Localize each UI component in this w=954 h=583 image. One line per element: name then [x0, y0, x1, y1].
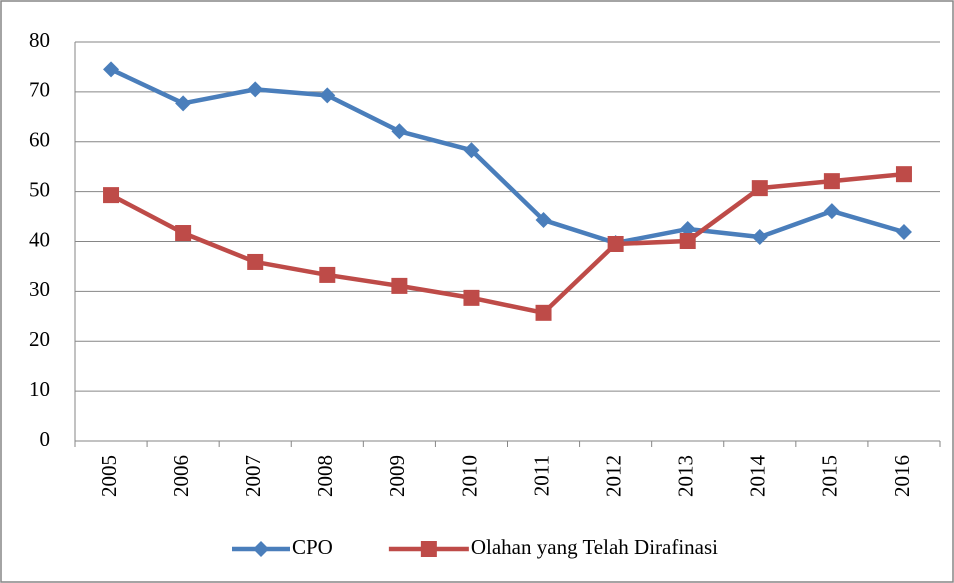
marker: [607, 235, 624, 252]
x-tick-label: 2008: [313, 455, 337, 497]
x-tick-label: 2006: [169, 455, 193, 497]
x-tick-label: 2011: [529, 455, 553, 496]
marker: [463, 142, 480, 159]
series-line: [110, 67, 905, 246]
marker: [319, 266, 336, 283]
y-tick-label: 60: [29, 128, 50, 152]
legend-label: CPO: [292, 535, 333, 559]
marker: [751, 180, 768, 197]
y-tick-label: 80: [29, 28, 50, 52]
x-tick-label: 2015: [818, 455, 842, 497]
marker: [679, 233, 696, 250]
marker: [823, 203, 840, 220]
marker: [175, 225, 192, 242]
marker: [247, 81, 264, 98]
y-tick-label: 0: [40, 427, 51, 451]
marker: [751, 229, 768, 246]
marker: [463, 289, 480, 306]
marker: [175, 95, 192, 112]
marker: [895, 224, 912, 241]
x-tick-label: 2012: [601, 455, 625, 497]
x-tick-label: 2014: [746, 455, 770, 498]
x-tick-label: 2009: [385, 455, 409, 497]
y-tick-label: 10: [29, 377, 50, 401]
legend-label: Olahan yang Telah Dirafinasi: [471, 535, 718, 559]
x-tick-label: 2016: [890, 455, 914, 497]
marker: [103, 187, 120, 204]
y-tick-label: 30: [29, 277, 50, 301]
marker: [391, 277, 408, 294]
marker: [247, 253, 264, 270]
y-tick-label: 50: [29, 177, 50, 201]
y-tick-label: 70: [29, 78, 50, 102]
x-tick-label: 2007: [241, 455, 265, 497]
marker: [535, 212, 552, 229]
x-tick-label: 2005: [97, 455, 121, 497]
marker: [319, 87, 336, 104]
x-tick-label: 2010: [457, 455, 481, 497]
y-tick-label: 20: [29, 327, 50, 351]
marker: [253, 541, 269, 557]
marker: [103, 61, 120, 78]
marker: [895, 166, 912, 183]
marker: [535, 304, 552, 321]
series-line: [109, 171, 905, 316]
marker: [420, 541, 437, 557]
marker: [391, 123, 408, 140]
y-tick-label: 40: [29, 227, 50, 251]
x-tick-label: 2013: [674, 455, 698, 497]
marker: [823, 173, 840, 190]
